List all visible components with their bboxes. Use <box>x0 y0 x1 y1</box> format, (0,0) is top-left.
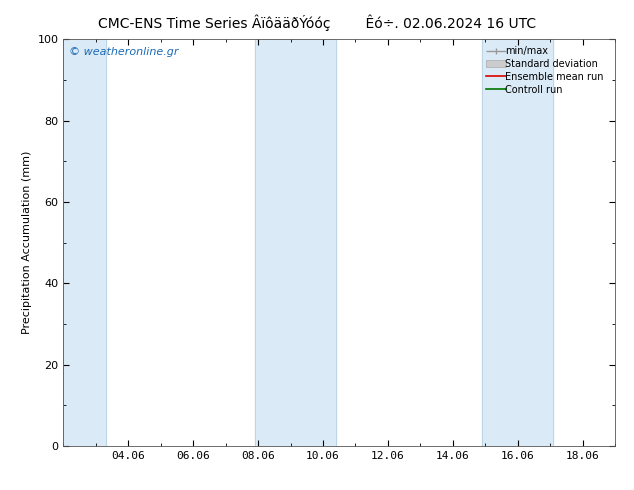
Text: © weatheronline.gr: © weatheronline.gr <box>69 48 178 57</box>
Y-axis label: Precipitation Accumulation (mm): Precipitation Accumulation (mm) <box>22 151 32 334</box>
Bar <box>63 39 106 446</box>
Legend: min/max, Standard deviation, Ensemble mean run, Controll run: min/max, Standard deviation, Ensemble me… <box>482 42 612 98</box>
Text: CMC-ENS Time Series ÂïôääðÝóóç        Êó÷. 02.06.2024 16 UTC: CMC-ENS Time Series ÂïôääðÝóóç Êó÷. 02.0… <box>98 15 536 31</box>
Bar <box>482 39 553 446</box>
Bar <box>255 39 336 446</box>
